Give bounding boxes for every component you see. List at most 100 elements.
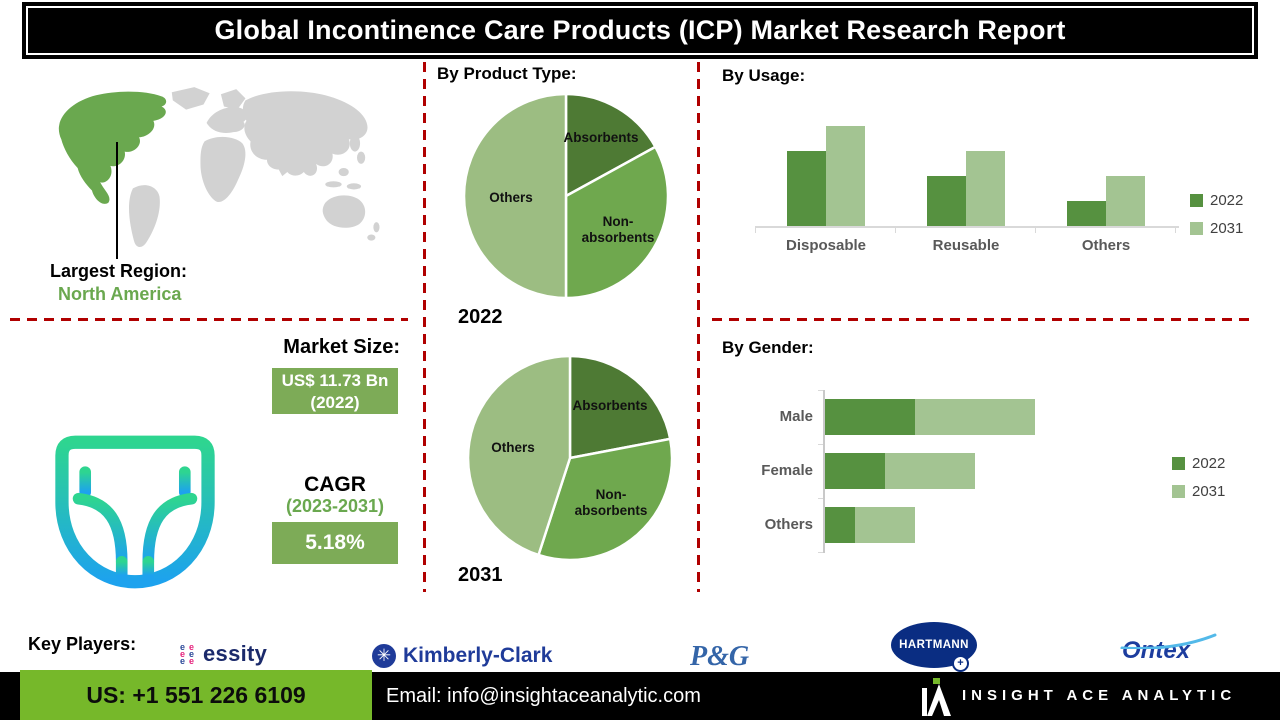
hartmann-plus-icon: + (952, 655, 969, 672)
gender-bar-male-2022 (825, 399, 915, 435)
diaper-icon (55, 435, 215, 589)
gender-category-male: Male (779, 408, 813, 425)
pie-2022-label-absorbents: Absorbents (563, 130, 639, 145)
gender-legend-2022: 2022 (1172, 455, 1225, 472)
usage-bar-reusable-2031 (966, 151, 1005, 226)
divider-vertical-1 (423, 62, 426, 592)
pie-2022-year: 2022 (458, 306, 503, 328)
title-border: Global Incontinence Care Products (ICP) … (26, 6, 1254, 55)
usage-bar-others-2031 (1106, 176, 1145, 226)
pie-slice-absorbents (568, 354, 672, 460)
largest-region-value: North America (58, 284, 182, 304)
usage-category-disposable: Disposable (785, 237, 867, 254)
pg-wordmark: P&G (690, 641, 750, 672)
divider-vertical-2 (697, 62, 700, 592)
usage-legend-2031: 2031 (1190, 220, 1243, 237)
gender-legend-label-2031: 2031 (1192, 483, 1226, 500)
logo-kimberly-clark: ✳ Kimberly-Clark (372, 644, 552, 668)
gender-legend-2031: 2031 (1172, 483, 1225, 500)
map-asia (242, 91, 368, 176)
market-size-year: (2022) (310, 393, 360, 412)
map-australia (322, 195, 366, 228)
gender-bar-others-2031 (855, 507, 915, 543)
ontex-swoosh-icon (1120, 633, 1217, 649)
page-title: Global Incontinence Care Products (ICP) … (214, 15, 1066, 45)
map-europe (206, 107, 247, 134)
insight-ace-logo-icon (922, 678, 951, 716)
market-size-label: Market Size: (283, 336, 400, 358)
gender-legend-swatch-2031 (1172, 485, 1185, 498)
footer-phone: US: +1 551 226 6109 (86, 681, 306, 708)
pie-2022-label-others: Others (489, 190, 533, 205)
cagr-value-box: 5.18% (272, 522, 398, 564)
section-header-product-type: By Product Type: (437, 64, 577, 83)
map-africa (200, 136, 246, 202)
gender-bar-others-2022 (825, 507, 855, 543)
usage-category-others: Others (1081, 237, 1131, 254)
logo-hartmann: HARTMANN + (891, 622, 977, 672)
map-scandinavia (220, 89, 246, 110)
ontex-wordmark: Ontex (1122, 637, 1191, 664)
gender-category-female: Female (761, 462, 813, 479)
market-size-value: US$ 11.73 Bn (281, 371, 389, 390)
divider-right-horizontal (712, 318, 1252, 321)
pie-2031-label-non-absorbents: Non-absorbents (574, 487, 648, 518)
market-size-value-box: US$ 11.73 Bn (2022) (272, 368, 398, 414)
pie-slice-others (466, 354, 572, 557)
key-players-label: Key Players: (28, 634, 137, 654)
pie-slice-absorbents (564, 92, 657, 198)
map-india (275, 149, 296, 177)
divider-left-horizontal (10, 318, 408, 321)
usage-legend-swatch-2031 (1190, 222, 1203, 235)
gender-bar-male-2031 (915, 399, 1035, 435)
essity-wordmark: essity (203, 641, 268, 666)
usage-legend-label-2022: 2022 (1210, 192, 1244, 209)
pie-2031-label-absorbents: Absorbents (572, 398, 648, 413)
usage-legend-label-2031: 2031 (1210, 220, 1244, 237)
largest-region-label: Largest Region: (50, 261, 188, 281)
map-greenland (171, 87, 210, 110)
gender-bar-female-2022 (825, 453, 885, 489)
pie-2031-year: 2031 (458, 564, 503, 586)
footer-phone-box: US: +1 551 226 6109 (20, 670, 372, 720)
usage-legend-2022: 2022 (1190, 192, 1243, 209)
hartmann-wordmark: HARTMANN (899, 639, 969, 651)
section-header-gender: By Gender: (722, 338, 814, 357)
gender-legend-swatch-2022 (1172, 457, 1185, 470)
pie-slice-others (462, 92, 568, 300)
gender-bar-chart (818, 390, 1185, 553)
map-north-america (58, 91, 167, 204)
logo-pg: P&G (690, 641, 749, 673)
logo-ontex: Ontex (1120, 633, 1217, 671)
usage-bar-chart (755, 118, 1179, 233)
section-header-usage: By Usage: (722, 66, 806, 85)
pie-2031-label-others: Others (491, 440, 535, 455)
footer-brand: INSIGHT ACE ANALYTIC (962, 687, 1237, 704)
pie-chart-2031 (466, 354, 674, 562)
gender-category-others: Others (764, 516, 813, 533)
usage-bar-others-2022 (1067, 201, 1106, 226)
usage-bar-disposable-2031 (826, 126, 865, 226)
gender-bar-female-2031 (885, 453, 975, 489)
gender-legend-label-2022: 2022 (1192, 455, 1226, 472)
footer-email: Email: info@insightaceanalytic.com (386, 685, 701, 707)
usage-bar-disposable-2022 (787, 151, 826, 226)
kimberly-clark-roundel-icon: ✳ (372, 644, 396, 668)
pie-slice-non-absorbents (564, 145, 670, 300)
region-pointer-line (116, 142, 118, 259)
map-south-america (128, 185, 160, 248)
pie-2022-label-non-absorbents: Non-absorbents (581, 214, 655, 245)
usage-bar-reusable-2022 (927, 176, 966, 226)
world-map (58, 87, 380, 248)
cagr-label: CAGR (304, 473, 366, 496)
title-bar: Global Incontinence Care Products (ICP) … (22, 2, 1258, 59)
usage-legend-swatch-2022 (1190, 194, 1203, 207)
pie-slice-non-absorbents (537, 437, 674, 562)
pie-chart-2022 (462, 92, 670, 300)
usage-category-reusable: Reusable (932, 237, 1000, 254)
cagr-period: (2023-2031) (285, 496, 385, 516)
kimberly-clark-wordmark: Kimberly-Clark (403, 644, 553, 667)
